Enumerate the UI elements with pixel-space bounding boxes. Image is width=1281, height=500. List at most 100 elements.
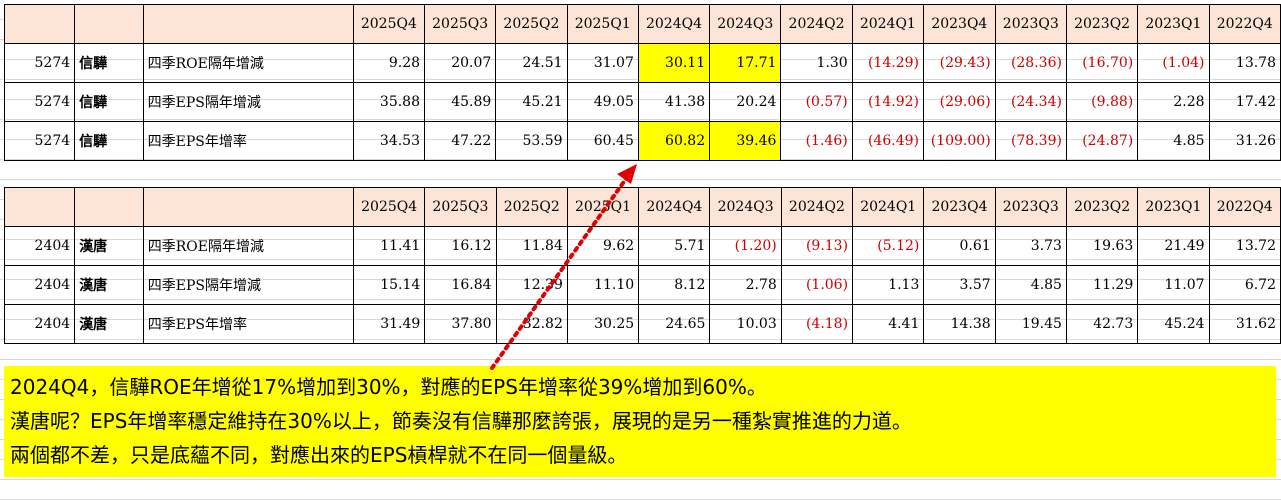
value-cell: 13.72 <box>1208 226 1281 266</box>
commentary-line-2: 漢唐呢？EPS年增率穩定維持在30%以上，節奏沒有信驊那麼誇張，展現的是另一種紮… <box>10 409 912 433</box>
value-cell: 31.49 <box>352 304 426 344</box>
quarter-header: 2024Q3 <box>709 187 782 227</box>
value-cell: 4.85 <box>994 265 1067 305</box>
value-cell: 42.73 <box>1065 304 1139 344</box>
spacer-cell <box>267 265 354 305</box>
value-cell: (78.39) <box>994 121 1067 161</box>
value-cell: 31.07 <box>566 43 639 83</box>
stock-name: 漢唐 <box>74 226 144 266</box>
value-cell: 16.84 <box>424 265 497 305</box>
value-cell: 31.62 <box>1208 304 1281 344</box>
value-cell: 53.59 <box>495 121 568 161</box>
value-cell: (9.88) <box>1065 82 1139 122</box>
quarter-header: 2025Q4 <box>352 187 426 227</box>
quarter-header: 2023Q3 <box>994 4 1067 44</box>
stock-code: 2404 <box>3 304 76 344</box>
value-cell: 11.29 <box>1065 265 1139 305</box>
value-cell: 16.12 <box>424 226 497 266</box>
value-cell: (1.20) <box>709 226 782 266</box>
value-cell: 10.03 <box>709 304 782 344</box>
quarter-header: 2025Q1 <box>566 187 640 227</box>
quarter-header: 2023Q2 <box>1065 4 1139 44</box>
stock-code: 2404 <box>3 265 76 305</box>
stock-name: 信驊 <box>74 43 144 83</box>
value-cell: (24.87) <box>1065 121 1139 161</box>
value-cell: 9.62 <box>566 226 640 266</box>
value-cell: 0.61 <box>923 226 996 266</box>
value-cell: 60.45 <box>566 121 639 161</box>
hantang-table: 2025Q4 2025Q3 2025Q2 2025Q1 2024Q4 2024Q3 2024… <box>3 187 1281 344</box>
stock-code: 5274 <box>3 121 76 161</box>
quarter-header: 2025Q3 <box>424 4 497 44</box>
value-cell: 5.71 <box>638 226 711 266</box>
metric-name: 四季EPS年增率 <box>142 121 268 161</box>
metric-name: 四季EPS年增率 <box>142 304 268 344</box>
quarter-header: 2023Q1 <box>1137 187 1210 227</box>
header-metric-cell <box>142 4 268 44</box>
value-cell: (4.18) <box>780 304 854 344</box>
value-cell: 19.63 <box>1065 226 1139 266</box>
stock-name: 信驊 <box>74 121 144 161</box>
header-code-cell <box>3 187 76 227</box>
value-cell: 13.78 <box>1208 43 1281 83</box>
quarter-header: 2022Q4 <box>1208 187 1281 227</box>
value-cell: 12.39 <box>495 265 568 305</box>
quarter-header: 2023Q2 <box>1065 187 1139 227</box>
value-cell: 17.42 <box>1208 82 1281 122</box>
value-cell: 6.72 <box>1208 265 1281 305</box>
spreadsheet: 2025Q4 2025Q3 2025Q2 2025Q1 2024Q4 2024Q3 2024… <box>0 4 1281 500</box>
quarter-header: 2023Q3 <box>994 187 1067 227</box>
stock-name: 漢唐 <box>74 265 144 305</box>
commentary-box: 2024Q4，信驊ROE年增從17%增加到30%，對應的EPS年增率從39%增加… <box>4 366 1276 477</box>
quarter-header: 2025Q3 <box>424 187 497 227</box>
value-cell: 37.80 <box>424 304 497 344</box>
value-cell: 9.28 <box>352 43 426 83</box>
aspeed-table: 2025Q4 2025Q3 2025Q2 2025Q1 2024Q4 2024Q3 2024… <box>3 4 1281 161</box>
commentary-line-1: 2024Q4，信驊ROE年增從17%增加到30%，對應的EPS年增率從39%增加… <box>10 375 767 399</box>
value-cell: 45.89 <box>424 82 497 122</box>
value-cell: 20.24 <box>709 82 782 122</box>
value-cell: 24.51 <box>495 43 568 83</box>
value-cell: 11.07 <box>1137 265 1210 305</box>
value-cell: 20.07 <box>424 43 497 83</box>
value-cell: (28.36) <box>994 43 1067 83</box>
metric-name: 四季ROE隔年增減 <box>142 226 268 266</box>
quarter-header: 2025Q1 <box>566 4 639 44</box>
stock-code: 5274 <box>3 43 76 83</box>
value-cell: 1.13 <box>852 265 925 305</box>
quarter-header: 2023Q4 <box>922 4 996 44</box>
quarter-header: 2025Q4 <box>352 4 426 44</box>
value-cell: (16.70) <box>1065 43 1139 83</box>
quarter-header: 2022Q4 <box>1208 4 1281 44</box>
quarter-header: 2025Q2 <box>495 4 568 44</box>
value-cell: 2.78 <box>709 265 782 305</box>
quarter-header: 2023Q1 <box>1137 4 1210 44</box>
value-cell: (5.12) <box>852 226 925 266</box>
table-row: 5274 信驊 四季EPS年增率 34.53 47.22 53.59 60.45 60.82 3… <box>3 121 1281 161</box>
header-code-cell <box>3 4 76 44</box>
metric-name: 四季EPS隔年增減 <box>142 265 268 305</box>
value-cell: 14.38 <box>923 304 996 344</box>
quarter-header: 2024Q2 <box>780 4 853 44</box>
spacer-cell <box>267 121 354 161</box>
table-row: 2404 漢唐 四季EPS隔年增減 15.14 16.84 12.39 11.10 8.12 2… <box>3 265 1281 305</box>
value-cell: (0.57) <box>780 82 853 122</box>
value-cell: 24.65 <box>638 304 711 344</box>
value-cell: (24.34) <box>994 82 1067 122</box>
value-cell: (1.46) <box>780 121 853 161</box>
header-row: 2025Q4 2025Q3 2025Q2 2025Q1 2024Q4 2024Q3 2024… <box>3 187 1281 227</box>
stock-code: 2404 <box>3 226 76 266</box>
grid-line <box>0 460 1281 480</box>
value-cell: 15.14 <box>352 265 426 305</box>
value-cell: 1.30 <box>780 43 853 83</box>
spacer-cell <box>267 226 354 266</box>
value-cell: (14.92) <box>851 82 924 122</box>
value-cell: (1.06) <box>780 265 854 305</box>
spacer-cell <box>267 82 354 122</box>
value-cell: 35.88 <box>352 82 426 122</box>
value-cell: 21.49 <box>1137 226 1210 266</box>
value-cell: 60.82 <box>637 121 711 161</box>
grid-line <box>0 340 1281 360</box>
value-cell: 39.46 <box>709 121 782 161</box>
value-cell: 41.38 <box>637 82 711 122</box>
